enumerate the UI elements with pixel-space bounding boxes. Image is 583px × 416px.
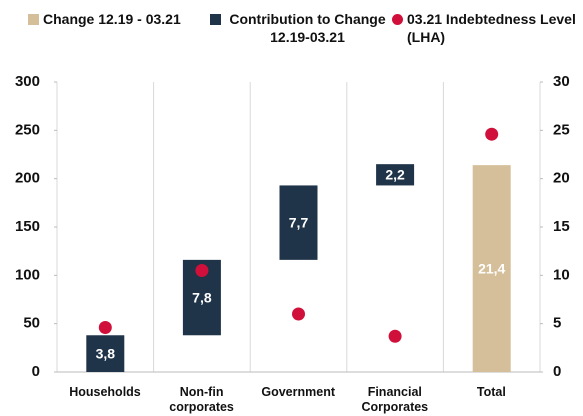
legend-label: Change 12.19 - 03.21 [43, 11, 181, 27]
y2-tick-label: 20 [553, 170, 570, 187]
y-tick-label: 250 [15, 121, 40, 138]
legend-swatch [28, 14, 39, 25]
y-tick-label: 150 [15, 218, 40, 235]
legend-item: Contribution to Change 12.19-03.21 [210, 10, 390, 46]
y2-tick-label: 5 [553, 315, 561, 332]
data-label: 3,8 [96, 345, 116, 361]
y-tick-label: 0 [32, 363, 40, 380]
bar [279, 185, 318, 260]
y2-tick-label: 10 [553, 266, 570, 283]
legend-swatch [210, 14, 221, 25]
data-label: 7,8 [192, 289, 212, 305]
y2-tick-label: 15 [553, 218, 570, 235]
y-tick-label: 100 [15, 266, 40, 283]
legend-item: 03.21 Indebtedness Level (LHA) [392, 10, 582, 46]
dot [292, 307, 305, 321]
y2-tick-label: 25 [553, 121, 570, 138]
y2-tick-label: 0 [553, 363, 561, 380]
bar [472, 165, 511, 372]
legend-item: Change 12.19 - 03.21 [28, 10, 181, 28]
legend-label: Contribution to Change 12.19-03.21 [229, 11, 386, 45]
x-tick-label: Government [261, 385, 335, 399]
dot [485, 127, 499, 141]
y2-tick-label: 30 [553, 73, 570, 90]
y-tick-label: 300 [15, 73, 40, 90]
x-tick-label: Total [476, 385, 506, 399]
dot [195, 264, 209, 277]
y-tick-label: 200 [15, 170, 40, 187]
dot [98, 321, 112, 335]
data-label: 21,4 [478, 260, 505, 276]
legend-label: 03.21 Indebtedness Level (LHA) [407, 11, 576, 45]
x-tick-label: Households [69, 385, 141, 399]
legend-swatch [392, 14, 403, 25]
bar [376, 164, 415, 186]
data-label: 2,2 [385, 167, 405, 183]
y-tick-label: 50 [23, 315, 40, 332]
x-tick-label: Financial Corporates [361, 385, 429, 414]
dot [388, 329, 402, 343]
bar [86, 335, 125, 372]
data-label: 7,7 [289, 214, 309, 230]
x-tick-label: Non-fin corporates [169, 385, 234, 414]
